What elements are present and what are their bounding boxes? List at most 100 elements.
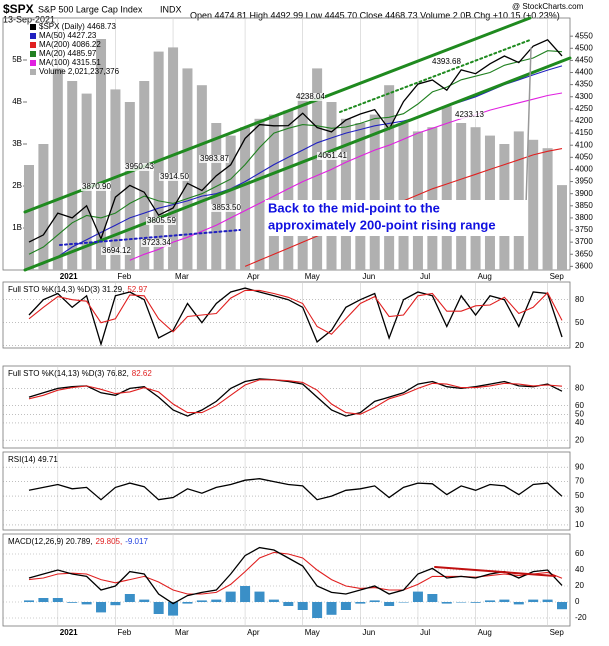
panel-label: RSI(14) 49.71 <box>8 455 58 464</box>
annotation-bg <box>141 239 171 247</box>
panel-label: Full STO %K(14,13) %D(3) 76.82, 82.62 <box>8 369 152 378</box>
x-tick-label: May <box>305 628 320 637</box>
bar <box>355 123 366 270</box>
price-annotation: 3870.90 <box>82 182 111 191</box>
series-line <box>28 289 563 335</box>
panel-label-part: 82.62 <box>132 369 153 378</box>
bar <box>139 599 150 602</box>
y-tick-label: 3650 <box>575 249 593 258</box>
y-tick-label: 70 <box>575 477 584 486</box>
series-line <box>28 379 563 415</box>
annotation-bg <box>211 204 241 212</box>
bar <box>67 81 78 270</box>
bar <box>124 594 135 602</box>
price-annotation: 4238.04 <box>296 92 325 101</box>
y-tick-label: 4300 <box>575 92 593 101</box>
upper-channel <box>23 16 532 214</box>
legend-entry: Volume 2,021,237,376 <box>39 67 120 76</box>
bar <box>340 602 351 610</box>
bar <box>81 93 92 270</box>
series-line <box>28 50 563 255</box>
annotation-bg <box>199 155 229 163</box>
bar <box>326 102 337 270</box>
y-tick-label: 4550 <box>575 31 593 40</box>
bar <box>441 602 452 604</box>
legend-entry: MA(200) 4086.22 <box>39 40 101 49</box>
bar <box>268 114 279 270</box>
bar <box>528 139 539 270</box>
y2-tick-label: 4B <box>12 97 22 106</box>
y-tick-label: 60 <box>575 401 584 410</box>
bar <box>312 602 323 618</box>
series-line <box>28 287 563 347</box>
y-tick-label: 40 <box>575 565 584 574</box>
bar <box>283 110 294 271</box>
y-tick-label: 10 <box>575 520 584 529</box>
y-tick-label: 3900 <box>575 189 593 198</box>
y-tick-label: 60 <box>575 549 584 558</box>
quote: Open 4474.81 High 4492.99 Low 4445.70 Cl… <box>190 10 560 20</box>
bar <box>384 602 395 606</box>
y-tick-label: 90 <box>575 462 584 471</box>
y-tick-label: 80 <box>575 295 584 304</box>
series-line <box>28 65 563 270</box>
y-tick-label: 4200 <box>575 116 593 125</box>
bar <box>254 591 265 602</box>
y-tick-label: 3950 <box>575 177 593 186</box>
y2-tick-label: 3B <box>12 139 22 148</box>
x-tick-label: Jul <box>420 628 430 637</box>
bar <box>268 599 279 602</box>
x-tick-label: Sep <box>550 272 565 281</box>
panel-frame <box>2 365 571 449</box>
x-tick-label: 2021 <box>60 628 78 637</box>
bar <box>110 89 121 271</box>
x-tick-label: May <box>305 272 320 281</box>
bar <box>340 118 351 270</box>
bar <box>153 602 164 614</box>
pointer <box>525 47 532 206</box>
bar <box>96 602 107 613</box>
y-tick-label: 4000 <box>575 165 593 174</box>
x-tick-label: Apr <box>247 628 260 637</box>
bar <box>384 85 395 270</box>
note-text: approximately 200-point rising range <box>268 217 496 232</box>
bar <box>52 598 63 602</box>
panel-frame <box>2 281 571 349</box>
bar <box>427 594 438 602</box>
series-line <box>28 551 563 595</box>
symbol: $SPX <box>3 2 34 16</box>
y-tick-label: 4500 <box>575 43 593 52</box>
credit: @ StockCharts.com <box>512 2 584 11</box>
bar <box>24 600 34 602</box>
x-tick-label: 2021 <box>60 272 78 281</box>
x-tick-label: Sep <box>550 628 565 637</box>
panel-label: Full STO %K(14,3) %D(3) 31.29, 52.97 <box>8 285 148 294</box>
bar <box>456 602 467 603</box>
note-text: Back to the mid-point to the <box>268 200 440 215</box>
bar <box>557 602 567 610</box>
y-tick-label: 3700 <box>575 237 593 246</box>
panel-label-part: Full STO %K(14,13) %D(3) 76.82, <box>8 369 129 378</box>
annotation-bg <box>295 93 325 101</box>
annotation-bg <box>431 58 461 66</box>
y-tick-label: 4050 <box>575 152 593 161</box>
y-tick-label: 3600 <box>575 261 593 270</box>
macd-divergence <box>434 566 556 577</box>
legend-entry: MA(50) 4427.23 <box>39 31 97 40</box>
y-tick-label: 40 <box>575 418 584 427</box>
lower-channel <box>23 56 572 272</box>
series-line <box>28 478 563 501</box>
y2-tick-label: 1B <box>12 223 22 232</box>
panel-label-part: Full STO %K(14,3) %D(3) 31.29, <box>8 285 124 294</box>
price-annotation: 4061.41 <box>318 151 347 160</box>
y-tick-label: 20 <box>575 435 584 444</box>
annotation-bg <box>124 163 154 171</box>
bar <box>81 602 92 605</box>
bar <box>38 598 49 602</box>
bar <box>542 148 553 270</box>
price-annotation: 3950.43 <box>125 162 154 171</box>
y-tick-label: 50 <box>575 318 584 327</box>
price-annotation: 4393.68 <box>432 57 461 66</box>
bar <box>67 602 78 603</box>
